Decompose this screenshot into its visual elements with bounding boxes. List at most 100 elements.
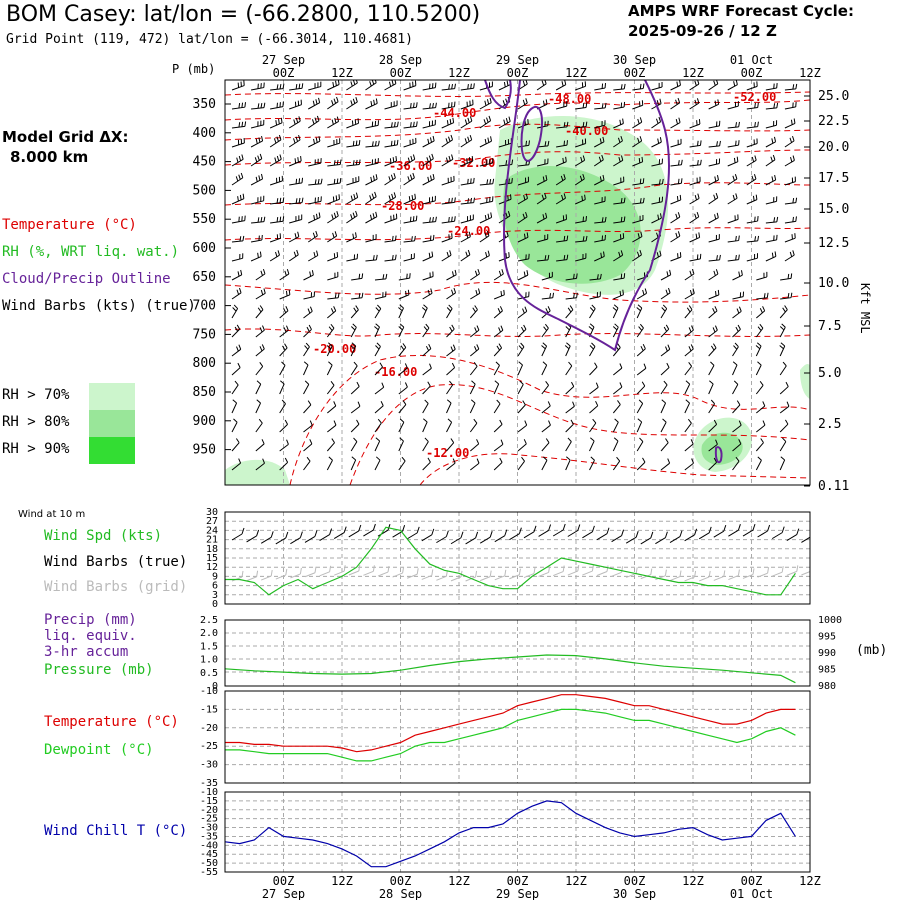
wind-barb-feather: [545, 175, 548, 181]
wind-barb-feather: [566, 121, 569, 127]
wind-barb-feather: [311, 270, 314, 276]
wind-barb-feather: [390, 174, 394, 180]
wind-barb-feather: [506, 231, 509, 237]
wind-barb-feather: [779, 326, 785, 331]
wind-barb-feather: [332, 232, 335, 238]
surface-wind-barb: [392, 530, 403, 538]
wind-barb-feather: [369, 195, 372, 201]
wind-barb-feather: [260, 270, 263, 276]
surface-wind-feather: [679, 530, 683, 537]
wind-barb-staff: [350, 423, 360, 433]
wind-barb-feather: [426, 157, 429, 163]
wind-panel-frame: [224, 511, 811, 605]
wind-barb-feather: [590, 437, 595, 442]
wind-barb-feather: [282, 216, 285, 222]
wind-barb-feather: [500, 290, 503, 297]
wind-barb-staff: [689, 144, 701, 148]
wind-barb-staff: [365, 102, 378, 110]
temperature-series: [225, 694, 796, 762]
wind-barb-feather: [639, 117, 643, 123]
wind-barb-staff: [632, 87, 644, 91]
wind-barb-feather: [238, 103, 241, 109]
wind-barb-feather: [499, 457, 503, 463]
wind-barb-feather: [738, 121, 740, 127]
wind-barb-staff: [660, 367, 670, 376]
temp-panel-frame: [224, 690, 811, 784]
bottom-hour-label: 00Z: [741, 874, 763, 888]
wind-barb-staff: [565, 309, 574, 319]
wind-barb-staff: [684, 443, 694, 452]
wind-barb-feather: [677, 231, 681, 237]
wind-barb-feather: [792, 216, 794, 222]
wind-barb-staff: [327, 142, 340, 148]
wind-barb-staff: [684, 292, 695, 300]
wind-barb-feather: [604, 102, 607, 108]
wind-barb-feather: [754, 155, 757, 161]
y-tick-label: 990: [818, 648, 836, 659]
wind-barb-feather: [656, 252, 659, 258]
surface-wind-barb: [567, 530, 579, 537]
wind-barb-feather: [255, 138, 258, 144]
surface-wind-feather: [664, 531, 668, 538]
wind-barb-feather: [656, 232, 659, 238]
wind-barb-feather: [337, 292, 340, 298]
surface-wind-barb: [465, 537, 476, 545]
wind-barb-staff: [632, 182, 644, 186]
wind-barb-feather: [763, 293, 766, 299]
wind-barb-feather: [334, 293, 337, 299]
surface-wind-barb: [538, 530, 549, 537]
wind-barb-feather: [355, 80, 358, 84]
wind-barb-staff: [684, 273, 695, 281]
wind-barb-staff: [308, 102, 320, 110]
wind-barb-staff: [780, 297, 792, 300]
wind-barb-staff: [422, 158, 434, 167]
wind-barb-feather: [582, 102, 585, 108]
grid-wind-barb: [713, 575, 724, 581]
wind-barb-feather: [560, 175, 564, 181]
wind-barb-staff: [365, 145, 379, 148]
y-tick-label: 2.5: [200, 615, 218, 626]
wind-barb-feather: [241, 154, 244, 160]
wind-barb-feather: [792, 250, 795, 256]
wind-barb-feather: [601, 154, 604, 160]
grid-wind-feather: [679, 570, 682, 577]
wind-barb-feather: [244, 121, 247, 127]
wind-barb-staff: [727, 178, 738, 186]
wind-barb-staff: [327, 424, 337, 433]
wind-barb-feather: [665, 324, 670, 330]
wind-barb-feather: [642, 457, 646, 463]
wind-barb-feather: [697, 140, 699, 146]
wind-barb-staff: [384, 105, 398, 110]
wind-barb-feather: [423, 304, 428, 309]
wind-barb-staff: [594, 141, 605, 148]
wind-barb-staff: [779, 386, 789, 395]
wind-barb-feather: [235, 438, 240, 443]
wind-barb-feather: [358, 140, 361, 146]
top-hour-label: 12Z: [565, 66, 587, 80]
wind-barb-staff: [594, 124, 606, 129]
wind-barb-feather: [401, 456, 406, 462]
wind-barb-staff: [594, 107, 606, 110]
wind-barb-staff: [327, 310, 337, 319]
wind-barb-staff: [784, 122, 796, 129]
wind-barb-feather: [303, 361, 309, 366]
wind-barb-staff: [670, 256, 682, 262]
wind-barb-staff: [765, 221, 777, 224]
wind-barb-feather: [374, 191, 377, 197]
grid-wind-barb: [480, 576, 491, 582]
wind-barb-staff: [756, 310, 766, 319]
height-tick: 5.0: [818, 366, 841, 381]
top-hour-label: 00Z: [507, 66, 529, 80]
wind-barb-feather: [473, 362, 478, 367]
wind-barb-feather: [564, 345, 570, 350]
wind-barb-staff: [288, 236, 300, 243]
wind-barb-feather: [408, 196, 411, 202]
wind-barb-feather: [614, 418, 619, 423]
wind-barb-staff: [517, 181, 529, 186]
wind-barb-feather: [699, 140, 702, 146]
wind-barb-feather: [391, 193, 394, 199]
wind-barb-feather: [404, 363, 408, 369]
grid-wind-feather: [241, 570, 244, 578]
wind-barb-feather: [642, 197, 645, 203]
wind-barb-feather: [714, 176, 717, 182]
